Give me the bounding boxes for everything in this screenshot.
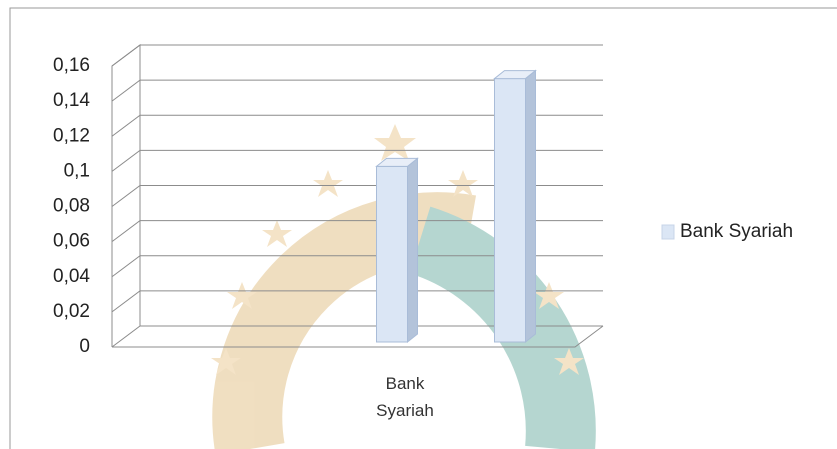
grid-line [111, 255, 603, 278]
grid-line [111, 44, 603, 67]
grid-line [111, 149, 603, 172]
bar-side [407, 157, 418, 344]
grid-line [111, 79, 603, 102]
bar-side [525, 69, 536, 344]
grid-line [111, 185, 603, 207]
grid-line [111, 290, 603, 313]
bar [375, 157, 419, 344]
x-tick-label-box: Bank Syariah [376, 374, 434, 420]
grid-line [111, 114, 603, 137]
y-tick-label: 0,14 [53, 90, 90, 111]
bar-front [494, 78, 526, 343]
y-tick-label: 0,04 [53, 266, 90, 287]
chart-border [9, 7, 837, 449]
y-tick-label: 0,12 [53, 125, 90, 146]
grid-line [111, 325, 603, 348]
legend-label: Bank Syariah [680, 221, 793, 242]
bar [493, 69, 537, 344]
grid-line [111, 220, 603, 243]
floor [112, 325, 604, 348]
y-tick-label: 0,02 [53, 301, 90, 322]
bar-top [493, 70, 537, 80]
y-tick-label: 0,1 [64, 160, 90, 181]
y-tick-label: 0,08 [53, 196, 90, 217]
y-tick-label: 0 [79, 336, 90, 357]
legend-swatch [661, 224, 675, 240]
bar-front [376, 165, 408, 343]
bar-top [375, 157, 419, 167]
x-tick-label: Bank Syariah [376, 374, 434, 420]
y-tick-label: 0,16 [53, 55, 90, 76]
y-tick-label: 0,06 [53, 231, 90, 252]
